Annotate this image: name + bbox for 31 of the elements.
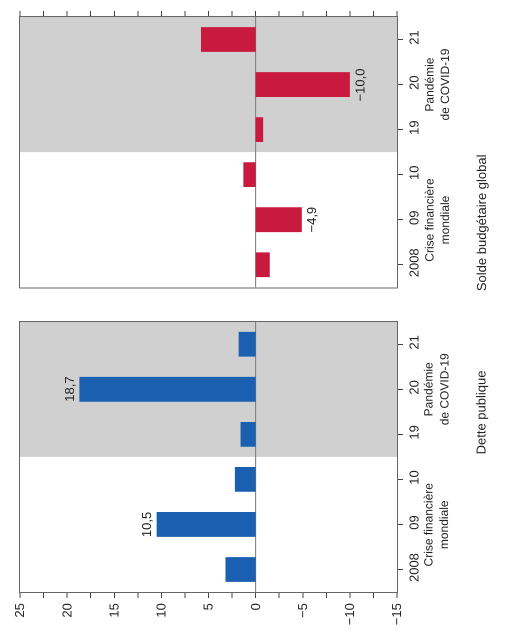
text: Pandémie de COVID-19 — [422, 48, 452, 121]
x-tick-label: 15 — [106, 603, 122, 618]
data-label: −10,0 — [352, 68, 368, 102]
y-tick-label: 20 — [406, 380, 422, 395]
text: Pandémie de COVID-19 — [422, 352, 452, 426]
y-tick-label: 21 — [406, 30, 422, 45]
y-tick-label: 2008 — [406, 248, 422, 278]
x-tick-label: 10 — [154, 603, 169, 618]
x-tick-label: 0 — [248, 603, 263, 610]
y-tick-label: 10 — [406, 470, 422, 485]
text: Crise financière mondiale — [422, 482, 452, 566]
x-tick-label: 25 — [12, 603, 28, 618]
data-label: 10,5 — [139, 512, 154, 538]
y-tick-label: 20 — [406, 75, 422, 90]
data-label: −4,9 — [304, 206, 320, 232]
x-tick-label: 20 — [59, 603, 74, 618]
x-tick-label: −10 — [342, 603, 358, 626]
x-tick-label: −15 — [389, 603, 404, 626]
data-label: 18,7 — [62, 376, 78, 402]
y-axis-title: Dette publique — [474, 370, 489, 454]
y-tick-label: 09 — [406, 515, 422, 530]
y-tick-label: 10 — [406, 165, 422, 180]
x-tick-label: 5 — [200, 603, 216, 610]
y-tick-label: 2008 — [406, 553, 422, 582]
y-tick-label: 21 — [406, 335, 422, 350]
y-axis-title: Solde budgétaire global — [474, 154, 489, 292]
y-tick-label: 19 — [406, 425, 422, 440]
x-tick-label: −5 — [294, 603, 310, 618]
y-tick-label: 19 — [406, 120, 422, 135]
y-tick-label: 09 — [406, 210, 422, 225]
text: Crise financière mondiale — [422, 178, 452, 262]
